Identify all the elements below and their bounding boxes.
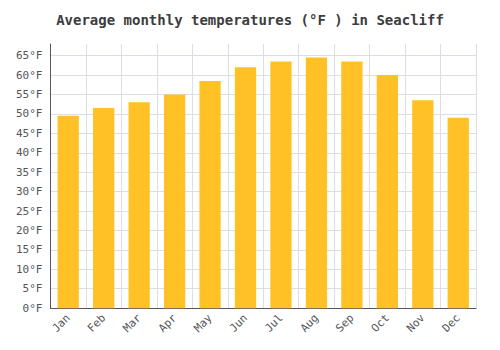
svg-text:Nov: Nov	[404, 311, 427, 334]
svg-text:45°F: 45°F	[16, 127, 43, 140]
svg-text:35°F: 35°F	[16, 166, 43, 179]
svg-text:50°F: 50°F	[16, 107, 43, 120]
svg-text:Jan: Jan	[50, 312, 73, 335]
svg-text:25°F: 25°F	[16, 205, 43, 218]
svg-text:60°F: 60°F	[16, 69, 43, 82]
svg-text:Apr: Apr	[156, 311, 179, 334]
svg-text:15°F: 15°F	[16, 243, 43, 256]
svg-text:Aug: Aug	[298, 312, 321, 335]
svg-text:5°F: 5°F	[23, 282, 43, 295]
svg-text:55°F: 55°F	[16, 88, 43, 101]
svg-text:65°F: 65°F	[16, 49, 43, 62]
svg-text:30°F: 30°F	[16, 185, 43, 198]
svg-text:40°F: 40°F	[16, 146, 43, 159]
svg-text:May: May	[191, 311, 214, 334]
svg-text:0°F: 0°F	[23, 302, 43, 315]
svg-text:20°F: 20°F	[16, 224, 43, 237]
svg-text:10°F: 10°F	[16, 263, 43, 276]
svg-text:Jun: Jun	[227, 312, 250, 335]
svg-text:Sep: Sep	[333, 312, 356, 335]
svg-text:Average monthly temperatures (: Average monthly temperatures (°F ) in Se…	[56, 12, 444, 28]
svg-text:Feb: Feb	[85, 312, 108, 335]
svg-text:Jul: Jul	[262, 312, 285, 335]
svg-text:Oct: Oct	[369, 312, 392, 335]
svg-text:Dec: Dec	[440, 312, 463, 335]
svg-text:Mar: Mar	[121, 311, 144, 334]
